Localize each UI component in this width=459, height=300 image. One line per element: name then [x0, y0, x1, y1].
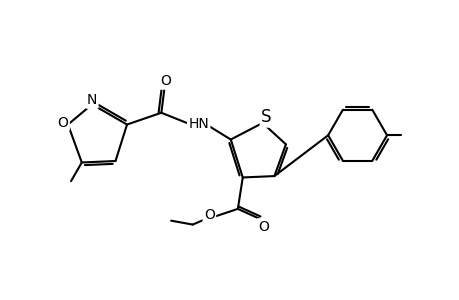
Text: HN: HN	[188, 117, 208, 130]
Text: N: N	[87, 93, 97, 107]
Text: S: S	[261, 108, 271, 126]
Text: O: O	[257, 220, 268, 233]
Text: O: O	[203, 208, 214, 222]
Text: O: O	[57, 116, 68, 130]
Text: O: O	[160, 74, 170, 88]
